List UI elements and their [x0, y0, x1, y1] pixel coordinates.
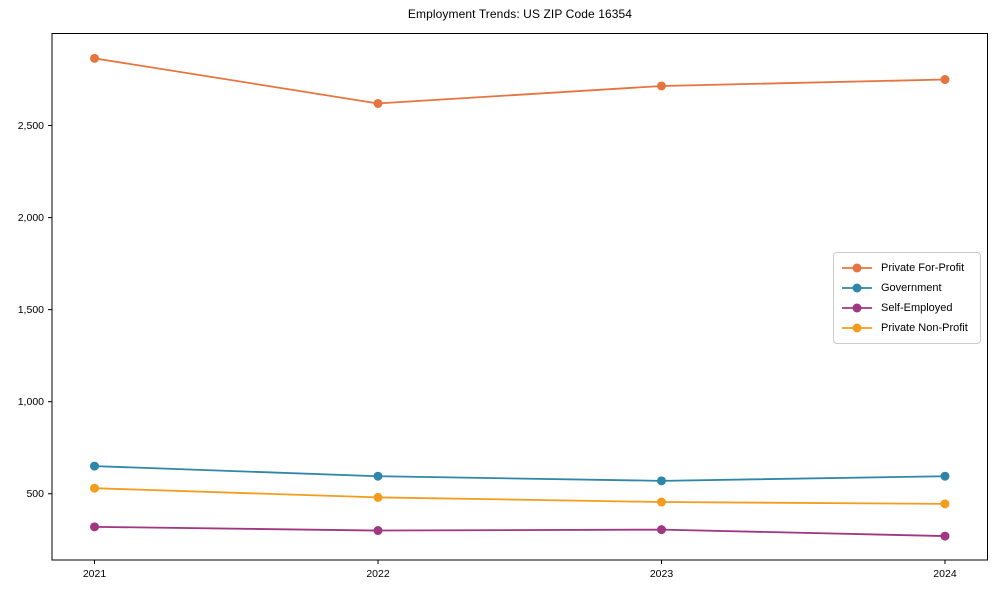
legend: Private For-Profit Government Self-Employe…: [833, 252, 981, 344]
data-point-self-employed-2023: [656, 525, 666, 535]
data-point-private-non-profit-2024: [940, 499, 950, 509]
legend-item-private-for-profit: Private For-Profit: [841, 258, 972, 278]
legend-item-self-employed: Self-Employed: [841, 298, 972, 318]
legend-item-government: Government: [841, 278, 972, 298]
data-point-self-employed-2021: [90, 522, 100, 532]
legend-item-label: Self-Employed: [881, 302, 953, 314]
data-point-private-non-profit-2022: [373, 492, 383, 502]
data-point-self-employed-2022: [373, 526, 383, 536]
data-point-private-non-profit-2023: [656, 497, 666, 507]
legend-line-marker-icon: [842, 263, 872, 273]
data-point-self-employed-2024: [940, 531, 950, 541]
data-point-private-for-profit-2022: [373, 98, 383, 108]
data-point-government-2022: [373, 471, 383, 481]
x-axis-tick-label-2024: 2024: [933, 568, 957, 580]
series-line-government: [93, 465, 946, 482]
y-axis-tick-label-2500: 2,500: [18, 120, 44, 132]
y-axis-tick-label-500: 500: [26, 488, 44, 500]
y-axis-tick-label-1500: 1,500: [18, 304, 44, 316]
data-point-government-2024: [940, 471, 950, 481]
data-point-private-non-profit-2021: [90, 483, 100, 493]
legend-line-marker-icon: [842, 323, 872, 333]
legend-item-private-non-profit: Private Non-Profit: [841, 318, 972, 338]
series-line-private-for-profit: [93, 57, 946, 105]
legend-line-marker-icon: [842, 283, 872, 293]
y-axis-tick-label-2000: 2,000: [18, 212, 44, 224]
legend-item-label: Private For-Profit: [881, 262, 965, 274]
y-axis-tick-label-1000: 1,000: [18, 396, 44, 408]
chart-title: Employment Trends: US ZIP Code 16354: [407, 7, 633, 21]
x-axis-tick-label-2021: 2021: [83, 568, 107, 580]
series-line-private-non-profit: [93, 487, 946, 505]
legend-item-label: Private Non-Profit: [881, 322, 968, 334]
x-axis-tick-label-2023: 2023: [650, 568, 674, 580]
series-line-self-employed: [93, 525, 946, 537]
data-point-private-for-profit-2023: [656, 81, 666, 91]
plot-frame: [51, 33, 988, 561]
data-point-private-for-profit-2024: [940, 75, 950, 85]
data-point-government-2021: [90, 461, 100, 471]
legend-item-label: Government: [881, 282, 942, 294]
data-point-private-for-profit-2021: [90, 53, 100, 63]
x-axis-tick-label-2022: 2022: [366, 568, 390, 580]
legend-line-marker-icon: [842, 303, 872, 313]
data-point-government-2023: [656, 476, 666, 486]
